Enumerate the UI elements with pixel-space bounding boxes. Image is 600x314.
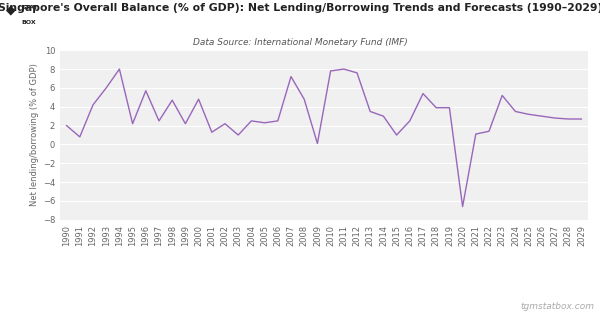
Text: BOX: BOX [21,20,36,25]
Y-axis label: Net lending/borrowing (% of GDP): Net lending/borrowing (% of GDP) [29,63,38,207]
Text: ◆: ◆ [6,3,16,16]
Text: tgmstatbox.com: tgmstatbox.com [520,302,594,311]
Text: Data Source: International Monetary Fund (IMF): Data Source: International Monetary Fund… [193,38,407,47]
Text: Singapore's Overall Balance (% of GDP): Net Lending/Borrowing Trends and Forecas: Singapore's Overall Balance (% of GDP): … [0,3,600,13]
Text: STAT: STAT [21,5,38,10]
